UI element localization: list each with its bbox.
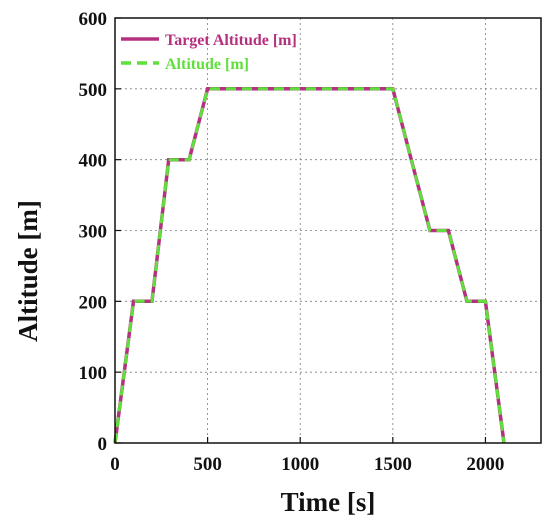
x-tick-label: 500: [193, 454, 222, 475]
y-tick-label: 500: [79, 80, 108, 101]
series-line-altitude: [113, 87, 506, 444]
x-tick-label: 0: [110, 454, 120, 475]
x-tick-label: 2000: [466, 454, 504, 475]
x-tick-label: 1500: [374, 454, 412, 475]
y-tick-label: 600: [79, 9, 108, 30]
x-axis-ticks: 0 500 1000 1500 2000: [110, 437, 504, 475]
y-axis-ticks: 0 100 200 300 400 500 600: [79, 9, 121, 455]
legend: Target Altitude [m] Altitude [m]: [121, 32, 297, 73]
y-axis-title: Altitude [m]: [13, 200, 43, 342]
y-tick-label: 300: [79, 222, 108, 243]
y-tick-label: 200: [79, 292, 108, 313]
x-axis-title: Time [s]: [281, 487, 376, 517]
y-tick-label: 0: [98, 434, 108, 455]
legend-label: Altitude [m]: [165, 56, 249, 73]
y-tick-label: 100: [79, 363, 108, 384]
x-tick-label: 1000: [281, 454, 319, 475]
legend-label: Target Altitude [m]: [165, 32, 297, 49]
data-series: [113, 87, 506, 444]
y-tick-label: 400: [79, 151, 108, 172]
